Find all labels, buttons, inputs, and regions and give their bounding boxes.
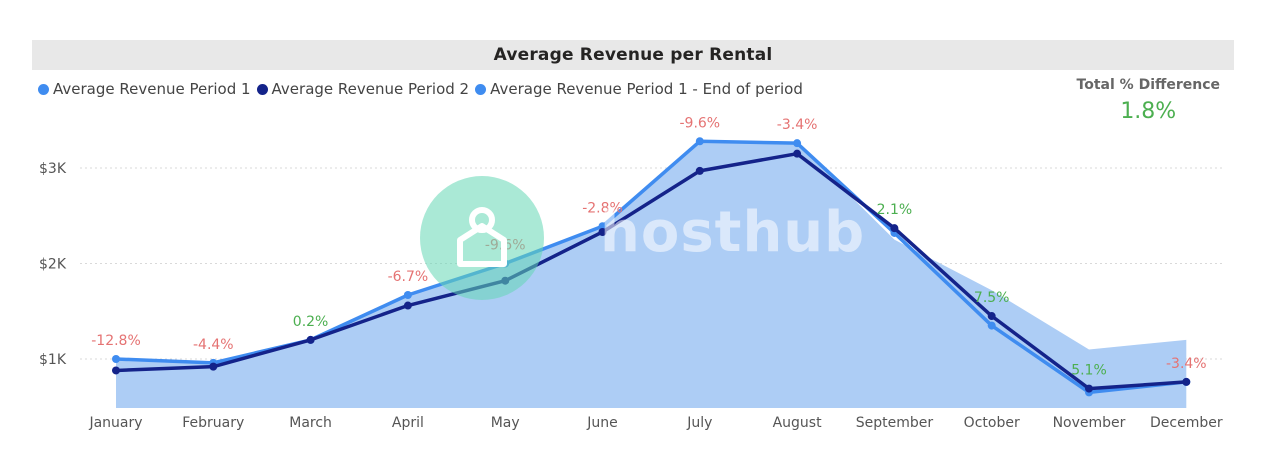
- legend-item-end-of-period[interactable]: Average Revenue Period 1 - End of period: [475, 80, 803, 98]
- data-label: 5.1%: [1071, 363, 1107, 379]
- data-point-period2: [598, 227, 607, 236]
- x-tick-label: March: [289, 415, 332, 431]
- x-tick-label: November: [1053, 415, 1126, 431]
- kpi-value: 1.8%: [1120, 99, 1177, 124]
- legend-item-period1[interactable]: Average Revenue Period 1: [38, 80, 251, 98]
- data-point-period1: [987, 321, 996, 330]
- data-label: 0.2%: [293, 314, 329, 330]
- data-point-period2: [890, 224, 899, 233]
- data-label: -3.4%: [1166, 356, 1207, 372]
- chart-title: Average Revenue per Rental: [493, 45, 773, 65]
- data-point-period1: [598, 222, 607, 231]
- kpi-label: Total % Difference: [1076, 77, 1220, 93]
- x-tick-label: February: [182, 415, 244, 431]
- data-label: -9.6%: [679, 115, 720, 131]
- x-tick-label: October: [964, 415, 1020, 431]
- data-point-period2: [112, 366, 120, 375]
- data-point-period1: [695, 137, 704, 146]
- house-person-icon: [457, 207, 507, 267]
- data-point-period2: [695, 166, 704, 175]
- x-tick-label: January: [88, 415, 142, 431]
- data-label: -12.8%: [91, 333, 141, 349]
- x-tick-label: May: [491, 415, 520, 431]
- legend-dot-icon: [475, 83, 487, 95]
- y-tick-label: $2K: [39, 257, 67, 273]
- x-tick-label: April: [392, 415, 424, 431]
- x-tick-label: September: [856, 415, 934, 431]
- y-tick-label: $3K: [39, 161, 67, 177]
- legend-label-end-of-period: Average Revenue Period 1 - End of period: [490, 80, 803, 98]
- data-point-period1: [403, 291, 412, 300]
- kpi-card: Total % Difference 1.8%: [1077, 77, 1220, 124]
- data-label: -6.7%: [388, 269, 429, 285]
- x-tick-label: December: [1150, 415, 1223, 431]
- data-label: 2.1%: [877, 202, 913, 218]
- area-end-of-period: [116, 141, 1187, 408]
- data-label: -4.4%: [193, 337, 234, 353]
- data-label: 7.5%: [974, 290, 1010, 306]
- data-point-period2: [209, 362, 218, 371]
- x-tick-label: August: [773, 415, 823, 431]
- watermark-text: hosthub: [600, 200, 866, 265]
- data-point-period2: [1085, 384, 1093, 393]
- data-label: -3.4%: [777, 117, 818, 133]
- legend-label-period1: Average Revenue Period 1: [53, 80, 251, 98]
- data-point-period2: [987, 312, 996, 321]
- legend-item-period2[interactable]: Average Revenue Period 2: [256, 80, 470, 98]
- y-tick-label: $1K: [39, 352, 67, 368]
- legend-dot-icon: [38, 83, 49, 95]
- legend: Average Revenue Period 1 Average Revenue…: [38, 80, 809, 98]
- data-label: -2.8%: [582, 200, 623, 216]
- data-point-period2: [306, 335, 315, 344]
- data-point-period2: [793, 149, 802, 158]
- chart-title-bar: Average Revenue per Rental: [32, 40, 1234, 70]
- data-point-period1: [793, 139, 802, 148]
- x-tick-label: June: [586, 415, 618, 431]
- data-point-period1: [112, 355, 120, 363]
- x-tick-label: July: [686, 415, 712, 431]
- legend-label-period2: Average Revenue Period 2: [271, 80, 470, 98]
- legend-dot-icon: [256, 83, 268, 95]
- data-point-period2: [403, 301, 412, 310]
- watermark-logo-icon: [420, 176, 544, 300]
- data-point-period2: [1182, 377, 1191, 386]
- series-line-period2: [115, 151, 1187, 391]
